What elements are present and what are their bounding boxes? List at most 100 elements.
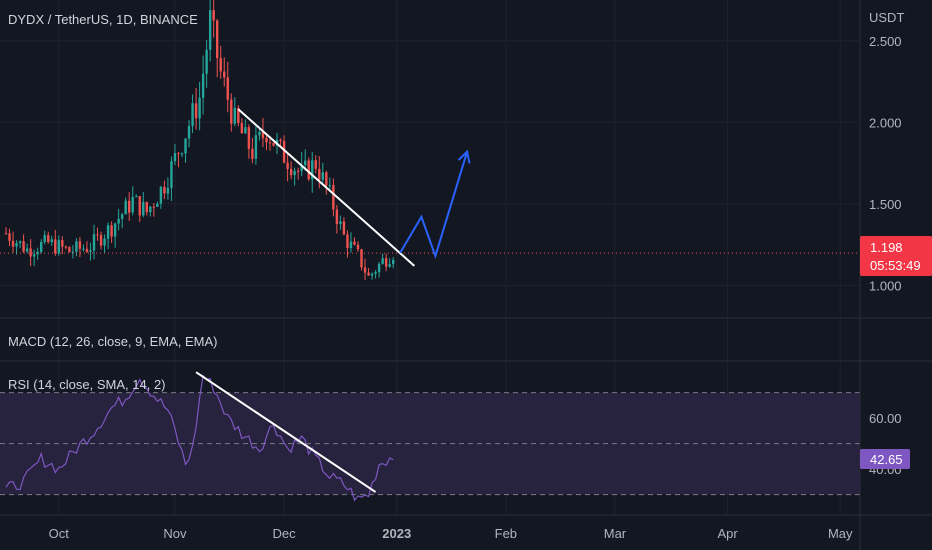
candle-body[interactable] (92, 234, 96, 251)
candle-body[interactable] (22, 241, 25, 252)
candle-body[interactable] (32, 254, 36, 257)
candle-body[interactable] (377, 263, 381, 273)
time-axis-tick-label[interactable]: 2023 (382, 526, 411, 541)
candle-body[interactable] (219, 58, 222, 72)
candle-body[interactable] (272, 142, 275, 146)
candle-body[interactable] (201, 73, 205, 98)
candle-body[interactable] (300, 164, 303, 171)
candle-body[interactable] (230, 99, 233, 124)
price-axis-tick-label[interactable]: 2.500 (869, 34, 902, 49)
price-axis-tick-label[interactable]: 1.500 (869, 197, 902, 212)
candle-body[interactable] (131, 197, 134, 213)
candle-body[interactable] (89, 250, 92, 252)
candle-body[interactable] (296, 170, 300, 172)
candle-body[interactable] (237, 107, 240, 124)
candle-body[interactable] (212, 10, 215, 21)
candle-body[interactable] (339, 221, 342, 224)
candle-body[interactable] (254, 135, 258, 159)
rsi-axis-tick-label[interactable]: 60.00 (869, 411, 902, 426)
candle-body[interactable] (124, 200, 127, 215)
candle-body[interactable] (135, 196, 138, 198)
candle-body[interactable] (85, 248, 89, 252)
candle-body[interactable] (54, 239, 57, 254)
candle-body[interactable] (261, 131, 265, 139)
candle-body[interactable] (349, 241, 353, 249)
candle-body[interactable] (61, 240, 64, 247)
candle-body[interactable] (335, 209, 339, 224)
candle-body[interactable] (265, 138, 268, 143)
candle-body[interactable] (113, 223, 117, 237)
candle-body[interactable] (289, 168, 293, 176)
projection-path[interactable] (399, 151, 469, 260)
candle-body[interactable] (71, 251, 75, 253)
candle-body[interactable] (18, 241, 22, 244)
candle-body[interactable] (8, 233, 11, 241)
candle-body[interactable] (286, 162, 289, 169)
candle-body[interactable] (353, 241, 356, 245)
candle-body[interactable] (43, 235, 46, 243)
candle-body[interactable] (194, 103, 198, 119)
candle-body[interactable] (346, 234, 349, 249)
candle-body[interactable] (36, 251, 39, 255)
candle-body[interactable] (240, 123, 244, 134)
rsi-label[interactable]: RSI (14, close, SMA, 14, 2) (8, 377, 166, 392)
candle-body[interactable] (374, 272, 377, 274)
candle-body[interactable] (226, 77, 229, 100)
price-axis-tick-label[interactable]: 1.000 (869, 278, 902, 293)
candle-body[interactable] (268, 142, 272, 144)
candle-body[interactable] (198, 97, 201, 119)
price-axis-tick-label[interactable]: 2.000 (869, 115, 902, 130)
candle-body[interactable] (163, 186, 166, 194)
candle-body[interactable] (258, 131, 261, 136)
candle-body[interactable] (15, 243, 18, 247)
candle-body[interactable] (282, 140, 286, 163)
candle-body[interactable] (159, 186, 163, 204)
candle-body[interactable] (367, 272, 370, 276)
rsi-trendline[interactable] (195, 371, 377, 493)
candle-body[interactable] (293, 170, 296, 176)
candle-body[interactable] (328, 185, 332, 187)
candle-body[interactable] (360, 249, 363, 268)
candle-body[interactable] (208, 10, 212, 50)
candle-body[interactable] (321, 172, 324, 180)
candle-body[interactable] (110, 225, 113, 237)
candle-body[interactable] (75, 241, 78, 252)
candle-body[interactable] (384, 258, 388, 267)
candle-body[interactable] (356, 244, 360, 250)
candle-body[interactable] (205, 49, 208, 74)
candle-body[interactable] (156, 203, 159, 207)
candle-body[interactable] (314, 160, 317, 169)
candle-body[interactable] (117, 218, 120, 224)
candle-body[interactable] (304, 160, 307, 165)
time-axis-tick-label[interactable]: Feb (495, 526, 517, 541)
time-axis-tick-label[interactable]: May (828, 526, 853, 541)
candle-body[interactable] (149, 206, 152, 213)
candle-body[interactable] (170, 161, 173, 188)
symbol-title[interactable]: DYDX / TetherUS, 1D, BINANCE (8, 12, 198, 27)
candle-body[interactable] (68, 247, 71, 253)
time-axis-tick-label[interactable]: Apr (717, 526, 738, 541)
candle-body[interactable] (216, 20, 219, 59)
candle-body[interactable] (64, 246, 68, 248)
candle-body[interactable] (381, 258, 384, 264)
candle-body[interactable] (4, 233, 8, 235)
candle-body[interactable] (57, 240, 60, 254)
macd-label[interactable]: MACD (12, 26, close, 9, EMA, EMA) (8, 334, 218, 349)
candle-body[interactable] (363, 267, 367, 273)
rsi-line[interactable] (5, 374, 394, 502)
candle-body[interactable] (247, 127, 251, 149)
candle-body[interactable] (50, 239, 53, 243)
candle-body[interactable] (11, 240, 15, 247)
time-axis-tick-label[interactable]: Dec (273, 526, 297, 541)
candle-body[interactable] (82, 248, 85, 250)
candle-body[interactable] (78, 241, 82, 249)
candle-body[interactable] (223, 71, 226, 78)
time-axis-tick-label[interactable]: Oct (49, 526, 70, 541)
candle-body[interactable] (152, 206, 156, 208)
candle-body[interactable] (332, 185, 335, 210)
candle-body[interactable] (120, 214, 124, 219)
candle-body[interactable] (103, 238, 106, 246)
candle-body[interactable] (325, 172, 328, 186)
candle-body[interactable] (342, 221, 346, 235)
drawing-layer[interactable] (195, 108, 471, 493)
